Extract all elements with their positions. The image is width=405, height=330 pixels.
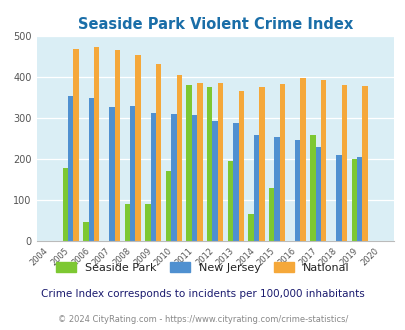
Bar — [212, 121, 217, 241]
Bar — [294, 140, 300, 241]
Bar — [192, 115, 197, 241]
Bar — [165, 171, 171, 241]
Bar — [135, 55, 140, 241]
Bar — [351, 159, 356, 241]
Bar — [315, 147, 320, 241]
Bar — [130, 106, 135, 241]
Bar — [176, 75, 181, 241]
Text: Crime Index corresponds to incidents per 100,000 inhabitants: Crime Index corresponds to incidents per… — [41, 289, 364, 299]
Bar — [217, 82, 223, 241]
Bar — [83, 222, 88, 241]
Bar — [207, 87, 212, 241]
Bar — [150, 113, 156, 241]
Bar — [253, 135, 258, 241]
Bar — [109, 107, 114, 241]
Legend: Seaside Park, New Jersey, National: Seaside Park, New Jersey, National — [52, 258, 353, 278]
Bar — [197, 82, 202, 241]
Bar — [88, 98, 94, 241]
Bar — [309, 135, 315, 241]
Bar — [300, 79, 305, 241]
Bar — [279, 84, 284, 241]
Bar — [362, 86, 367, 241]
Bar — [232, 123, 238, 241]
Bar — [269, 188, 274, 241]
Text: © 2024 CityRating.com - https://www.cityrating.com/crime-statistics/: © 2024 CityRating.com - https://www.city… — [58, 315, 347, 324]
Bar — [62, 168, 68, 241]
Bar — [227, 161, 232, 241]
Bar — [258, 87, 264, 241]
Bar — [320, 80, 326, 241]
Bar — [68, 96, 73, 241]
Bar — [156, 64, 161, 241]
Bar — [145, 204, 150, 241]
Title: Seaside Park Violent Crime Index: Seaside Park Violent Crime Index — [77, 17, 352, 32]
Bar — [73, 49, 79, 241]
Bar — [336, 155, 341, 241]
Bar — [274, 137, 279, 241]
Bar — [171, 115, 176, 241]
Bar — [114, 50, 120, 241]
Bar — [238, 91, 243, 241]
Bar — [356, 157, 362, 241]
Bar — [124, 204, 130, 241]
Bar — [94, 47, 99, 241]
Bar — [248, 214, 253, 241]
Bar — [186, 85, 192, 241]
Bar — [341, 85, 346, 241]
